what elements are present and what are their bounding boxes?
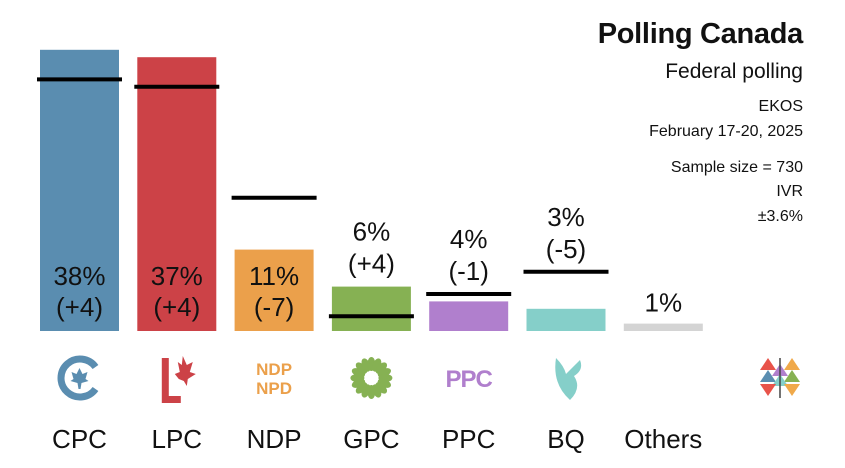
ndp-logo-text: NDP	[256, 360, 292, 379]
bar-others	[623, 323, 703, 331]
cpc-logo-icon	[57, 355, 99, 401]
category-label-bq: BQ	[547, 424, 585, 454]
category-label-cpc: CPC	[52, 424, 107, 454]
category-label-ndp: NDP	[247, 424, 302, 454]
ppc-logo-text: PPC	[446, 366, 493, 393]
change-label-lpc: (+4)	[153, 292, 200, 322]
value-label-gpc: 6%	[353, 217, 391, 247]
value-label-lpc: 37%	[151, 261, 203, 291]
bar-cpc	[40, 49, 119, 332]
margin-of-error: ±3.6%	[757, 208, 803, 225]
pollster-name: EKOS	[758, 98, 803, 115]
gpc-logo-icon	[350, 357, 393, 399]
ppc-logo-icon: PPC	[446, 366, 494, 393]
bq-logo-icon	[555, 358, 582, 400]
category-label-ppc: PPC	[442, 424, 495, 454]
npd-logo-text: NPD	[256, 379, 292, 398]
bar-bq	[526, 308, 606, 331]
bar-ndp	[234, 249, 314, 331]
bar-lpc	[137, 57, 217, 331]
bar-gpc	[331, 286, 411, 331]
value-label-ppc: 4%	[450, 224, 488, 254]
category-label-lpc: LPC	[152, 424, 203, 454]
polling-canada-logo-icon	[760, 358, 800, 398]
category-label-gpc: GPC	[343, 424, 399, 454]
value-label-ndp: 11%	[249, 261, 299, 291]
category-label-others: Others	[624, 424, 702, 454]
poll-dates: February 17-20, 2025	[649, 123, 803, 140]
change-label-gpc: (+4)	[348, 249, 395, 279]
bar-ppc	[429, 301, 509, 331]
chart-title: Polling Canada	[597, 18, 804, 50]
change-label-bq: (-5)	[546, 234, 586, 264]
chart-subtitle: Federal polling	[665, 60, 803, 83]
poll-method: IVR	[776, 183, 803, 200]
lpc-logo-icon	[161, 356, 196, 403]
change-label-ndp: (-7)	[254, 292, 294, 322]
value-label-cpc: 38%	[53, 261, 105, 291]
change-label-ppc: (-1)	[448, 256, 488, 286]
sample-size: Sample size = 730	[670, 159, 803, 176]
change-label-cpc: (+4)	[56, 292, 103, 322]
value-label-others: 1%	[645, 288, 683, 318]
value-label-bq: 3%	[547, 202, 585, 232]
